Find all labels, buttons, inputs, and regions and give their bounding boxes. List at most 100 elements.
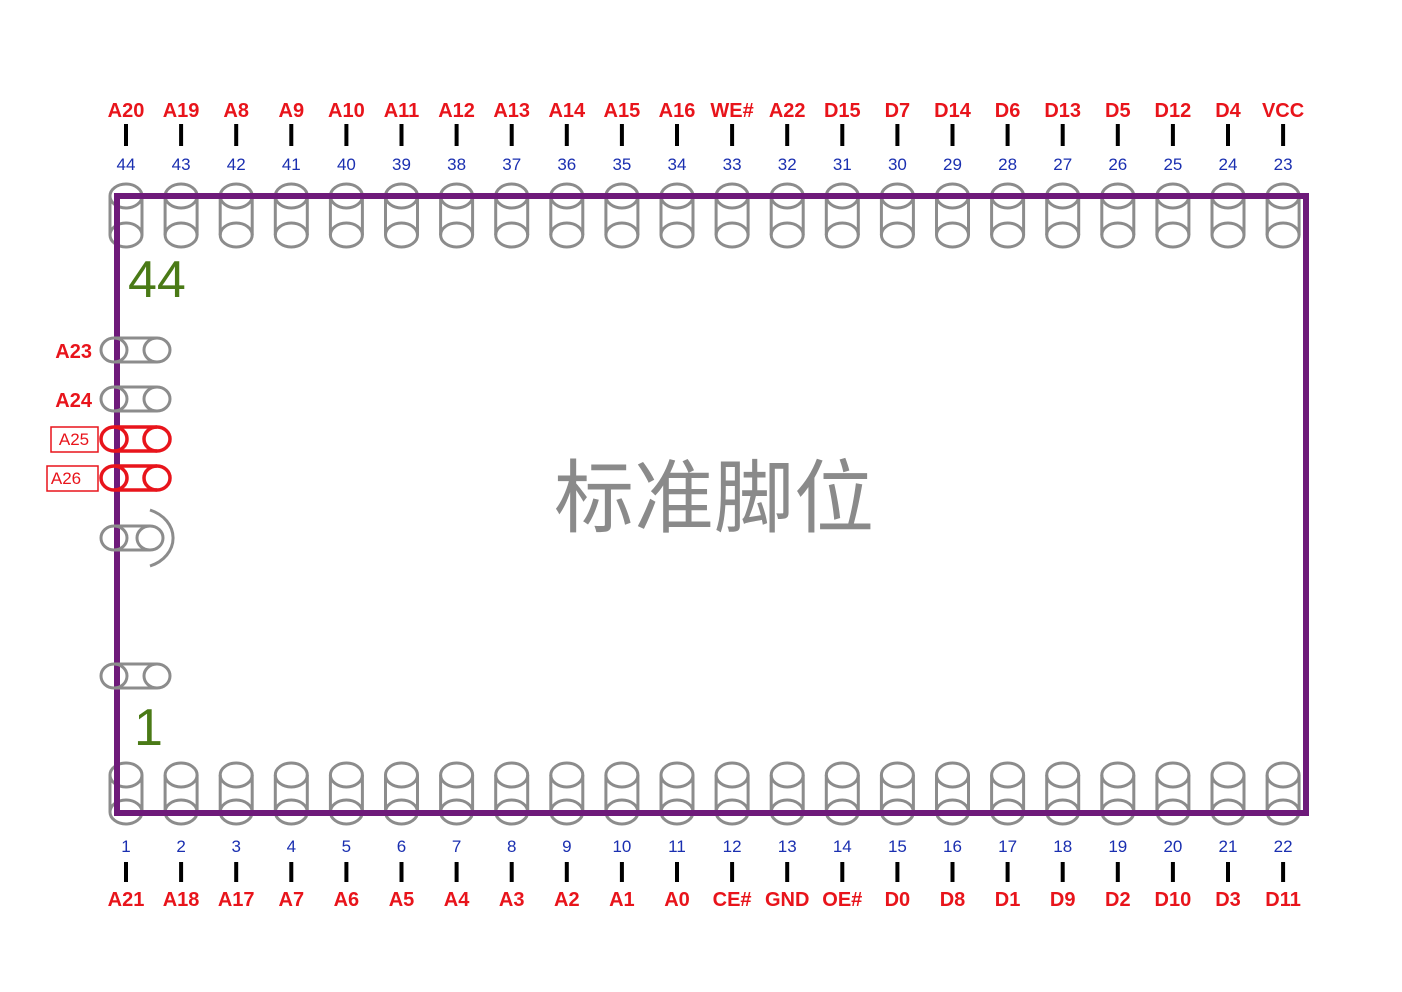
bottom-pin: 20 D10 [1155, 837, 1192, 911]
pin-number: 25 [1163, 155, 1182, 174]
pin-number: 42 [227, 155, 246, 174]
pin-number: 15 [888, 837, 907, 856]
pin-number: 30 [888, 155, 907, 174]
top-pin: A16 34 [659, 100, 696, 174]
pin-number: 26 [1108, 155, 1127, 174]
bottom-pin: 3 A17 [218, 837, 255, 911]
pin-number: 29 [943, 155, 962, 174]
top-pin: D14 29 [934, 100, 972, 174]
pin-signal-label: A23 [55, 341, 92, 363]
pin-signal-label: D14 [934, 100, 972, 122]
bottom-pin: 11 A0 [664, 837, 690, 911]
pin-number: 40 [337, 155, 356, 174]
pin-number: 1 [121, 837, 130, 856]
pin-signal-label: A2 [554, 889, 580, 911]
pin-signal-label: A24 [55, 390, 93, 412]
top-pin: A22 32 [769, 100, 806, 174]
pin-signal-label: A11 [384, 100, 420, 122]
pin-signal-label: A5 [389, 889, 415, 911]
top-pin: A19 43 [163, 100, 200, 174]
pin-number: 9 [562, 837, 571, 856]
pin-number: 7 [452, 837, 461, 856]
pin-number: 16 [943, 837, 962, 856]
pin-pad [99, 385, 172, 413]
boxed-label-frame [50, 426, 99, 453]
pin-signal-label: A20 [108, 100, 145, 122]
chip-body-outline [114, 193, 1309, 816]
bottom-pin: 14 OE# [822, 837, 862, 911]
pin-number: 11 [668, 837, 686, 856]
bottom-pin: 12 CE# [713, 837, 752, 911]
left-pin: A24 [55, 385, 172, 413]
top-pin: D12 25 [1155, 100, 1192, 174]
boxed-label-frame [46, 465, 99, 492]
top-pin: WE# 33 [710, 100, 753, 174]
pin-number: 4 [287, 837, 296, 856]
pin-number: 17 [998, 837, 1017, 856]
pin-number: 8 [507, 837, 516, 856]
bottom-pin: 6 A5 [389, 837, 415, 911]
top-pin: A9 41 [279, 100, 305, 174]
pin-signal-label: D4 [1215, 100, 1241, 122]
pin-signal-label: A10 [328, 100, 365, 122]
pin-pad [99, 464, 172, 492]
pin-signal-label: D13 [1044, 100, 1081, 122]
pin-pad [384, 182, 419, 249]
top-pin: A14 36 [548, 100, 586, 174]
pin-signal-label: D8 [940, 889, 966, 911]
pin-signal-label: A7 [279, 889, 305, 911]
bottom-pin: 10 A1 [609, 837, 635, 911]
key-notch [99, 508, 175, 568]
pin-signal-label: A0 [664, 889, 690, 911]
top-pin: A12 38 [438, 100, 475, 174]
pin-signal-label: A18 [163, 889, 200, 911]
bottom-pin: 16 D8 [940, 837, 966, 911]
pin-pad [1045, 182, 1081, 249]
pin-number: 14 [833, 837, 852, 856]
pin-signal-label: A22 [769, 100, 806, 122]
top-pin: A11 39 [384, 100, 420, 174]
top-pin: D4 24 [1215, 100, 1241, 174]
top-pin: D13 27 [1044, 100, 1081, 174]
bottom-pin: 4 A7 [279, 837, 305, 911]
pin-number: 35 [612, 155, 631, 174]
corner-label-bottom-left: 1 [134, 699, 163, 757]
pin-signal-label: A9 [279, 100, 305, 122]
pin-number: 24 [1219, 155, 1238, 174]
pin-signal-label: A15 [604, 100, 641, 122]
pin-number: 19 [1108, 837, 1127, 856]
corner-label-top-left: 44 [128, 251, 186, 309]
bottom-pin: 21 D3 [1215, 837, 1241, 911]
top-pin: D6 28 [995, 100, 1021, 174]
pin-number: 22 [1274, 837, 1293, 856]
pin-signal-label: A17 [218, 889, 255, 911]
top-pin: A13 37 [493, 100, 530, 174]
top-pin: A15 35 [604, 100, 641, 174]
bottom-pin: 1 A21 [108, 837, 145, 911]
bottom-pin-row: 1 A21 2 A18 3 A17 4 A7 5 A6 6 A5 7 A4 8 A3 9 A2 10 A1 11 A0 12… [108, 837, 1301, 911]
top-pin: A8 42 [223, 100, 249, 174]
pin-number: 10 [612, 837, 631, 856]
pin-signal-label: D10 [1155, 889, 1192, 911]
bottom-pin: 8 A3 [499, 837, 525, 911]
pin-signal-label: A14 [548, 100, 586, 122]
left-pin-column: A23 A24 A25 A26 [46, 336, 175, 690]
pin-number: 43 [172, 155, 191, 174]
pin-number: 13 [778, 837, 797, 856]
bottom-pin: 5 A6 [334, 837, 360, 911]
pin-number: 32 [778, 155, 797, 174]
pin-number: 27 [1053, 155, 1072, 174]
left-pin: A25 [50, 425, 172, 453]
pin-number: 44 [117, 155, 136, 174]
top-pin: A10 40 [328, 100, 365, 174]
bottom-pin: 2 A18 [163, 837, 200, 911]
left-pin: A26 [46, 464, 172, 492]
pin-signal-label: D9 [1050, 889, 1076, 911]
pin-signal-label: D2 [1105, 889, 1131, 911]
pin-number: 31 [833, 155, 852, 174]
pin-pad [99, 336, 172, 364]
pin-signal-label: VCC [1262, 100, 1304, 122]
pin-signal-label: A3 [499, 889, 525, 911]
pin-signal-label: A25 [59, 430, 89, 449]
